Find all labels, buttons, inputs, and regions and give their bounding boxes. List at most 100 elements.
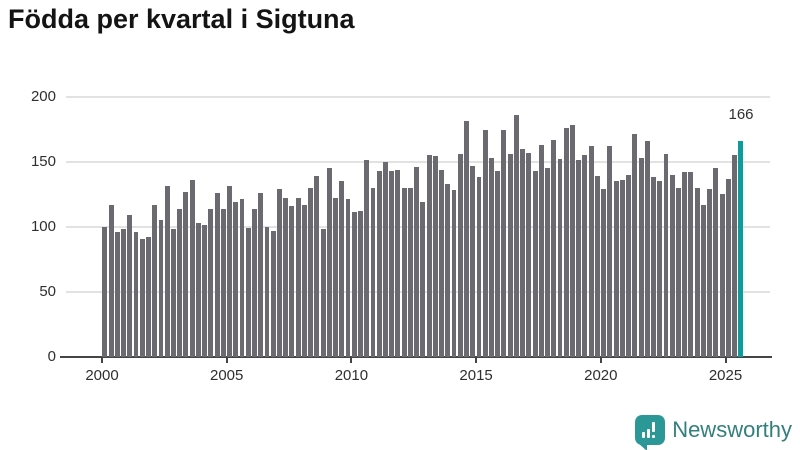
- bar-2020Q3: [613, 181, 619, 357]
- bar-2014Q1: [451, 190, 457, 357]
- bar-2015Q4: [495, 170, 501, 357]
- bar-2007Q3: [289, 205, 295, 357]
- newsworthy-logo-icon: [635, 415, 666, 450]
- bar-2022Q2: [657, 181, 663, 357]
- bar-2000Q3: [114, 232, 120, 357]
- x-axis-tick-2005: [225, 357, 228, 363]
- x-axis-tick-2010: [350, 357, 353, 363]
- bar-2002Q1: [152, 204, 158, 357]
- bar-2013Q3: [439, 169, 444, 357]
- speech-bubble-tail: [638, 443, 648, 450]
- bar-2012Q2: [407, 187, 413, 357]
- newsworthy-logo-text: Newsworthy: [672, 417, 792, 442]
- bar-2021Q4: [644, 140, 650, 357]
- bar-2023Q2: [682, 172, 688, 357]
- bar-2007Q1: [276, 189, 282, 357]
- bar-2004Q3: [214, 192, 220, 357]
- x-axis-tick-2000: [101, 357, 103, 363]
- bar-2005Q3: [239, 199, 245, 357]
- bar-2005Q1: [227, 186, 232, 357]
- bar-2022Q3: [663, 153, 669, 357]
- bar-2013Q4: [445, 183, 451, 357]
- bar-2014Q4: [470, 165, 476, 357]
- bar-2021Q1: [626, 174, 632, 357]
- bar-2009Q4: [345, 199, 351, 357]
- bar-2016Q3: [513, 114, 519, 357]
- bar-2009Q2: [333, 198, 338, 357]
- bar-2005Q2: [233, 202, 239, 357]
- bar-2020Q1: [601, 189, 607, 357]
- bar-2023Q1: [676, 187, 681, 357]
- bar-2017Q2: [532, 170, 538, 357]
- newsworthy-logo[interactable]: Newsworthy: [635, 415, 792, 450]
- bar-2011Q3: [389, 170, 395, 357]
- bar-2007Q2: [283, 198, 289, 357]
- bar-2001Q3: [139, 238, 145, 357]
- bar-2020Q4: [619, 179, 625, 357]
- bar-2017Q3: [538, 144, 544, 357]
- x-axis-tick-2025: [724, 357, 727, 363]
- x-axis-label-2025: 2025: [708, 367, 743, 384]
- bar-2006Q4: [270, 230, 276, 357]
- bar-2013Q1: [426, 155, 432, 357]
- bar-2009Q1: [326, 168, 332, 357]
- page-title: Födda per kvartal i Sigtuna: [8, 4, 355, 34]
- bar-2010Q4: [370, 187, 376, 357]
- bar-2024Q3: [713, 168, 719, 357]
- x-axis-label-2005: 2005: [210, 367, 244, 384]
- bar-2014Q3: [464, 121, 469, 357]
- bar-2003Q2: [183, 191, 189, 357]
- bar-2012Q1: [401, 187, 407, 357]
- bar-2008Q2: [308, 187, 314, 357]
- gridline-y-150: [66, 160, 770, 163]
- bar-2000Q2: [108, 204, 114, 357]
- bar-2019Q4: [594, 176, 600, 357]
- bar-2021Q3: [638, 157, 644, 357]
- bar-2004Q4: [220, 208, 226, 357]
- y-axis-label-100: 100: [30, 217, 56, 235]
- bar-2024Q1: [700, 204, 706, 357]
- bar-2004Q1: [202, 225, 208, 357]
- bar-2001Q1: [127, 215, 133, 357]
- bar-2010Q2: [358, 211, 363, 357]
- bar-2025Q2: [732, 155, 738, 357]
- bar-2006Q2: [258, 192, 264, 357]
- bar-2010Q3: [364, 160, 370, 357]
- bar-2016Q2: [507, 153, 513, 357]
- bar-2011Q2: [382, 161, 388, 357]
- bar-2003Q3: [189, 179, 195, 357]
- bar-2002Q4: [170, 229, 176, 357]
- bar-2016Q1: [501, 130, 507, 357]
- bar-2008Q1: [301, 204, 307, 357]
- bar-2003Q4: [195, 222, 201, 357]
- bar-2000Q4: [121, 229, 126, 357]
- bar-2008Q3: [314, 176, 320, 357]
- bar-2008Q4: [320, 229, 326, 357]
- x-axis-label-2015: 2015: [459, 367, 493, 384]
- bar-2001Q2: [133, 232, 139, 357]
- x-axis-label-2020: 2020: [584, 367, 618, 384]
- bar-2003Q1: [177, 208, 183, 357]
- bar-2020Q2: [607, 146, 613, 357]
- bar-2019Q3: [588, 146, 594, 357]
- bar-2018Q1: [551, 139, 557, 357]
- x-axis-tick-2015: [475, 357, 478, 363]
- bar-2025Q1: [725, 178, 731, 357]
- last-value-annotation: 166: [728, 106, 754, 123]
- bar-2000Q1: [102, 226, 108, 357]
- bar-2023Q4: [694, 187, 700, 357]
- bar-2015Q2: [482, 130, 488, 357]
- x-axis-line: [60, 356, 772, 358]
- bar-2022Q1: [651, 177, 656, 357]
- bar-2010Q1: [351, 212, 357, 357]
- bar-2018Q2: [557, 159, 563, 357]
- highlighted-bar-2025Q3: [738, 140, 744, 357]
- y-axis-label-200: 200: [30, 87, 56, 105]
- bar-2011Q1: [376, 170, 382, 357]
- bar-2021Q2: [632, 134, 638, 357]
- bar-2002Q2: [158, 220, 164, 357]
- bar-2018Q3: [563, 127, 569, 357]
- gridline-y-200: [66, 95, 770, 98]
- x-axis-tick-2020: [599, 357, 602, 363]
